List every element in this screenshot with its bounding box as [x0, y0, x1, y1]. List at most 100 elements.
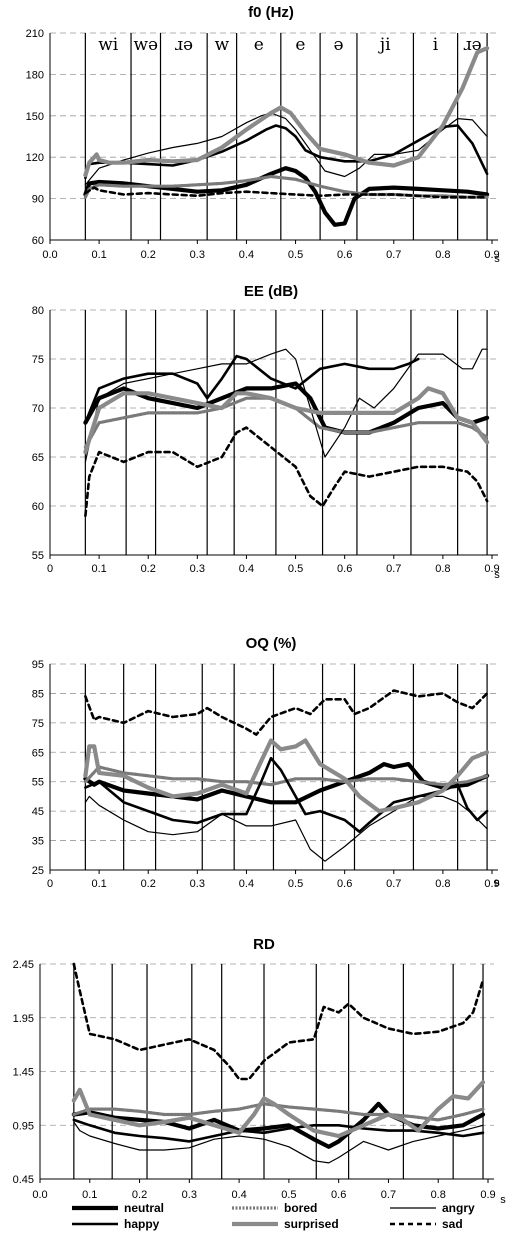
- x-tick-label: 0.5: [281, 1189, 296, 1201]
- y-tick-label: 55: [32, 550, 44, 562]
- x-axis-unit: s: [494, 569, 500, 581]
- x-tick-label: 0.1: [82, 1189, 97, 1201]
- series-line-angry: [84, 795, 488, 862]
- x-tick-label: 0.9: [484, 563, 499, 575]
- x-tick-label: 0.9: [484, 249, 499, 261]
- y-tick-label: 180: [26, 69, 44, 81]
- legend-label: happy: [124, 1217, 160, 1231]
- segment-label: e: [295, 35, 305, 55]
- series-line-sad: [84, 426, 489, 518]
- x-tick-label: 0.6: [337, 563, 352, 575]
- x-tick-label: 0.5: [288, 878, 303, 890]
- segment-label: ɹə: [175, 35, 194, 55]
- series-line-happy: [84, 124, 489, 180]
- x-axis-unit: s: [500, 1194, 506, 1206]
- y-tick-label: 25: [32, 865, 44, 877]
- series-line-sad: [84, 186, 489, 199]
- legend-label: angry: [442, 1201, 475, 1215]
- y-tick-label: 65: [32, 747, 44, 759]
- x-tick-label: 0.7: [386, 249, 401, 261]
- y-tick-label: 90: [32, 194, 44, 206]
- legend-label: sad: [442, 1217, 463, 1231]
- y-tick-label: 2.45: [13, 959, 34, 971]
- x-tick-label: 0.4: [231, 1189, 246, 1201]
- y-tick-label: 75: [32, 718, 44, 730]
- x-tick-label: 0.9: [480, 1189, 495, 1201]
- series-line-surprised: [83, 46, 490, 178]
- legend: neutral bored angry happy surprised sad: [72, 1201, 475, 1231]
- series-line-happy: [84, 354, 420, 424]
- x-tick-label: 0.3: [190, 563, 205, 575]
- chart-panel-3: OQ (%) 95 85 75 65 55 45 35 250 0.1 0.2 0.3 0.4 0.5 0.…: [32, 635, 501, 890]
- x-tick-label: 0.4: [239, 563, 254, 575]
- x-tick-label: 0.3: [182, 1189, 197, 1201]
- segment-label: w: [215, 35, 230, 55]
- x-tick-label: 0.3: [190, 878, 205, 890]
- y-tick-label: 35: [32, 836, 44, 848]
- x-tick-label: 0.8: [431, 1189, 446, 1201]
- series-line-neutral: [83, 762, 490, 805]
- x-tick-label: 0.4: [239, 878, 254, 890]
- x-tick-label: 0.8: [435, 878, 450, 890]
- x-tick-label: 0.3: [190, 249, 205, 261]
- chart-panel-4: RD 2.45 1.95 1.45 0.95 0.45 0.0 0.1 0.2 0.3 0.4 0.5…: [13, 936, 507, 1206]
- series-line-surprised: [83, 386, 490, 455]
- x-tick-label: 0.8: [435, 249, 450, 261]
- y-tick-label: 1.95: [13, 1013, 34, 1025]
- x-tick-label: 0.1: [91, 878, 106, 890]
- y-tick-label: 65: [32, 452, 44, 464]
- legend-label: neutral: [124, 1201, 164, 1215]
- x-tick-label: 0.6: [331, 1189, 346, 1201]
- series-line-angry: [73, 1121, 484, 1164]
- chart-panel-1: f0 (Hz) 210 180 150 120 90 60 0.0 0.1 0.2 0.3 0.4 0.…: [26, 4, 501, 265]
- x-axis-unit: s: [494, 253, 500, 265]
- segment-label: wi: [98, 35, 119, 55]
- x-tick-label: 0.1: [91, 563, 106, 575]
- x-tick-label: 0: [47, 563, 53, 575]
- x-tick-label: 0.6: [337, 249, 352, 261]
- chart-title: RD: [253, 936, 275, 953]
- segment-label: i: [433, 35, 439, 55]
- x-tick-label: 0.2: [141, 878, 156, 890]
- segment-label: ə: [333, 35, 343, 55]
- x-tick-label: 0.4: [239, 249, 254, 261]
- x-axis-unit: s: [494, 877, 500, 889]
- y-tick-label: 120: [26, 152, 44, 164]
- x-tick-label: 0.1: [91, 249, 106, 261]
- series-line-bored: [83, 765, 489, 787]
- series-line-sad: [72, 962, 485, 1081]
- y-tick-label: 55: [32, 777, 44, 789]
- y-tick-label: 150: [26, 111, 44, 123]
- x-tick-label: 0.2: [141, 563, 156, 575]
- y-tick-label: 75: [32, 354, 44, 366]
- y-tick-label: 60: [32, 235, 44, 247]
- y-tick-label: 80: [32, 305, 44, 317]
- x-tick-label: 0.7: [381, 1189, 396, 1201]
- legend-label: bored: [284, 1201, 317, 1215]
- y-tick-label: 45: [32, 806, 44, 818]
- x-tick-label: 0.8: [435, 563, 450, 575]
- y-tick-label: 0.95: [13, 1120, 34, 1132]
- series-line-sad: [84, 689, 489, 736]
- series-line-angry: [84, 348, 488, 463]
- segment-label: e: [254, 35, 264, 55]
- y-tick-label: 95: [32, 659, 44, 671]
- series-line-surprised: [71, 1080, 486, 1139]
- y-tick-label: 210: [26, 28, 44, 40]
- x-tick-label: 0.0: [32, 1189, 47, 1201]
- chart-title: f0 (Hz): [248, 4, 294, 21]
- x-tick-label: 0.5: [288, 249, 303, 261]
- chart-panel-2: EE (dB) 80 75 70 65 60 550 0.1 0.2 0.3 0.4 0.5 0.6 0.…: [32, 283, 501, 581]
- y-tick-label: 70: [32, 403, 44, 415]
- y-tick-label: 85: [32, 688, 44, 700]
- segment-label: ɹə: [463, 35, 482, 55]
- x-tick-label: 0: [47, 878, 53, 890]
- x-tick-label: 0.2: [132, 1189, 147, 1201]
- segment-label: wə: [133, 35, 158, 55]
- series-line-surprised: [83, 738, 490, 814]
- x-tick-label: 0.2: [141, 249, 156, 261]
- y-tick-label: 1.45: [13, 1067, 34, 1079]
- x-tick-label: 0.0: [42, 249, 57, 261]
- y-tick-label: 0.45: [13, 1174, 34, 1186]
- chart-title: OQ (%): [246, 635, 297, 652]
